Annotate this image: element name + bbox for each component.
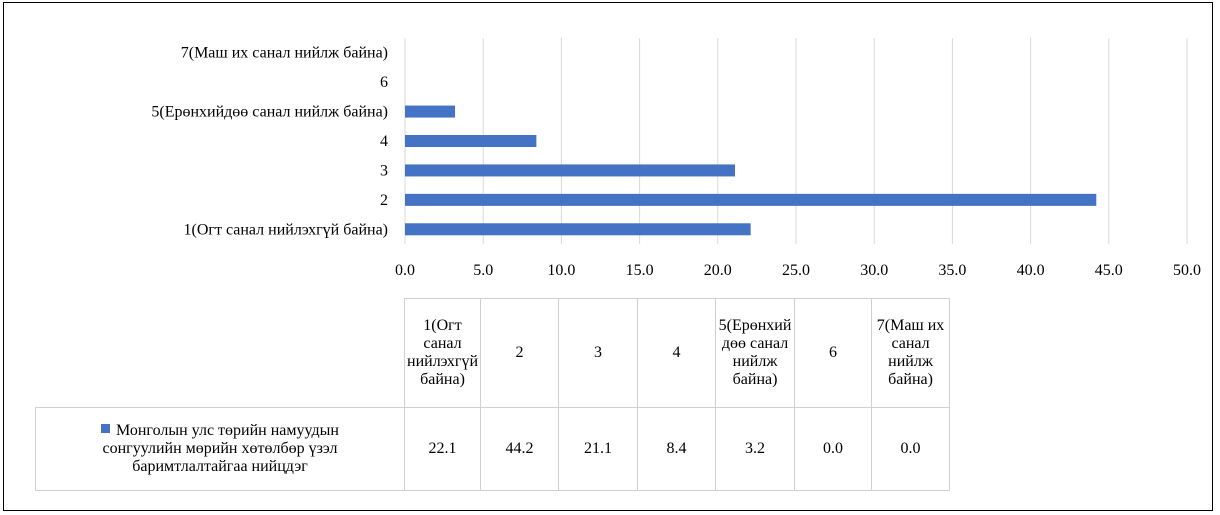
table-value-cell: 44.2 — [480, 407, 560, 491]
y-category-label: 7(Маш их санал нийлж байна) — [181, 45, 388, 62]
table-header-cell: 5(Ерөнхий дөө санал нийлж байна) — [715, 298, 796, 408]
x-tick-label: 20.0 — [704, 262, 732, 279]
bar — [405, 135, 537, 147]
x-tick-label: 50.0 — [1173, 262, 1201, 279]
x-tick-label: 25.0 — [782, 262, 810, 279]
table-header-cell: 2 — [480, 298, 560, 408]
legend-swatch — [101, 424, 111, 433]
x-tick-label: 5.0 — [473, 262, 493, 279]
table-corner — [35, 298, 405, 408]
y-category-label: 1(Огт санал нийлэхгүй байна) — [184, 221, 388, 238]
x-tick-label: 0.0 — [395, 262, 415, 279]
x-tick-label: 35.0 — [938, 262, 966, 279]
x-tick-label: 10.0 — [547, 262, 575, 279]
data-table: 1(Огт санал нийлэхгүй байна) 2 3 4 5(Ерөнхи… — [35, 298, 951, 491]
table-value-cell: 21.1 — [558, 407, 639, 491]
table-header-cell: 7(Маш их санал нийлж байна) — [871, 298, 951, 408]
y-category-label: 6 — [380, 74, 388, 91]
table-header-row: 1(Огт санал нийлэхгүй байна) 2 3 4 5(Ерөнхи… — [35, 298, 951, 408]
x-tick-label: 15.0 — [626, 262, 654, 279]
bar — [405, 164, 736, 177]
bar — [405, 223, 751, 236]
series-legend-cell: Монголын улс төрийн намуудын сонгуулийн м… — [35, 407, 405, 491]
bar — [405, 193, 1097, 206]
y-category-label: 4 — [380, 133, 388, 150]
table-value-cell: 22.1 — [403, 407, 482, 491]
table-header-cell: 6 — [794, 298, 873, 408]
series-label: Монголын улс төрийн намуудын сонгуулийн м… — [102, 422, 339, 475]
bar — [405, 105, 456, 118]
table-header-cell: 1(Огт санал нийлэхгүй байна) — [403, 298, 482, 408]
x-tick-label: 40.0 — [1017, 262, 1045, 279]
table-value-cell: 3.2 — [715, 407, 796, 491]
table-value-cell: 8.4 — [637, 407, 717, 491]
y-category-label: 2 — [380, 192, 388, 209]
y-category-label: 5(Ерөнхийдөө санал нийлж байна) — [151, 104, 388, 121]
table-row: Монголын улс төрийн намуудын сонгуулийн м… — [35, 407, 951, 491]
table-header-cell: 4 — [637, 298, 717, 408]
y-category-label: 3 — [380, 162, 388, 179]
table-value-cell: 0.0 — [871, 407, 951, 491]
table-header-cell: 3 — [558, 298, 639, 408]
x-tick-label: 45.0 — [1095, 262, 1123, 279]
x-tick-label: 30.0 — [860, 262, 888, 279]
table-value-cell: 0.0 — [794, 407, 873, 491]
